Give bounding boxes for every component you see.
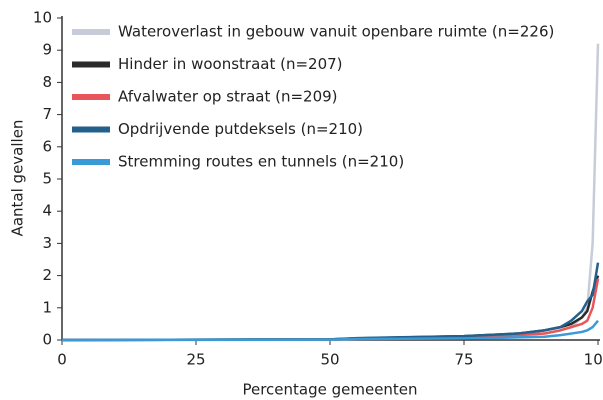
- series-line: [61, 275, 600, 342]
- legend-label: Stremming routes en tunnels (n=210): [118, 153, 404, 171]
- y-tick-label: 8: [42, 73, 52, 91]
- y-tick-label: 5: [42, 170, 52, 188]
- x-tick-label: 50: [320, 351, 339, 369]
- legend-label: Afvalwater op straat (n=209): [118, 88, 338, 106]
- y-tick-label: 3: [42, 234, 52, 252]
- y-tick-label: 7: [42, 105, 52, 123]
- x-tick-label: 25: [186, 351, 205, 369]
- legend-label: Wateroverlast in gebouw vanuit openbare …: [118, 23, 554, 41]
- series-line: [61, 262, 600, 342]
- y-tick-label: 9: [42, 41, 52, 59]
- x-axis-label: Percentage gemeenten: [242, 381, 417, 399]
- x-tick-label: 0: [57, 351, 67, 369]
- x-tick-label: 100: [584, 351, 603, 369]
- y-tick-label: 2: [42, 266, 52, 284]
- y-tick-label: 10: [33, 9, 52, 27]
- legend-box: [68, 18, 558, 178]
- legend-label: Opdrijvende putdeksels (n=210): [118, 120, 363, 138]
- y-tick-label: 6: [42, 137, 52, 155]
- y-axis-label: Aantal gevallen: [9, 120, 27, 237]
- x-tick-label: 75: [454, 351, 473, 369]
- legend-label: Hinder in woonstraat (n=207): [118, 55, 343, 73]
- series-line: [61, 278, 600, 342]
- y-tick-label: 4: [42, 202, 52, 220]
- y-tick-label: 0: [42, 331, 52, 349]
- y-tick-label: 1: [42, 298, 52, 316]
- series-line: [61, 319, 599, 342]
